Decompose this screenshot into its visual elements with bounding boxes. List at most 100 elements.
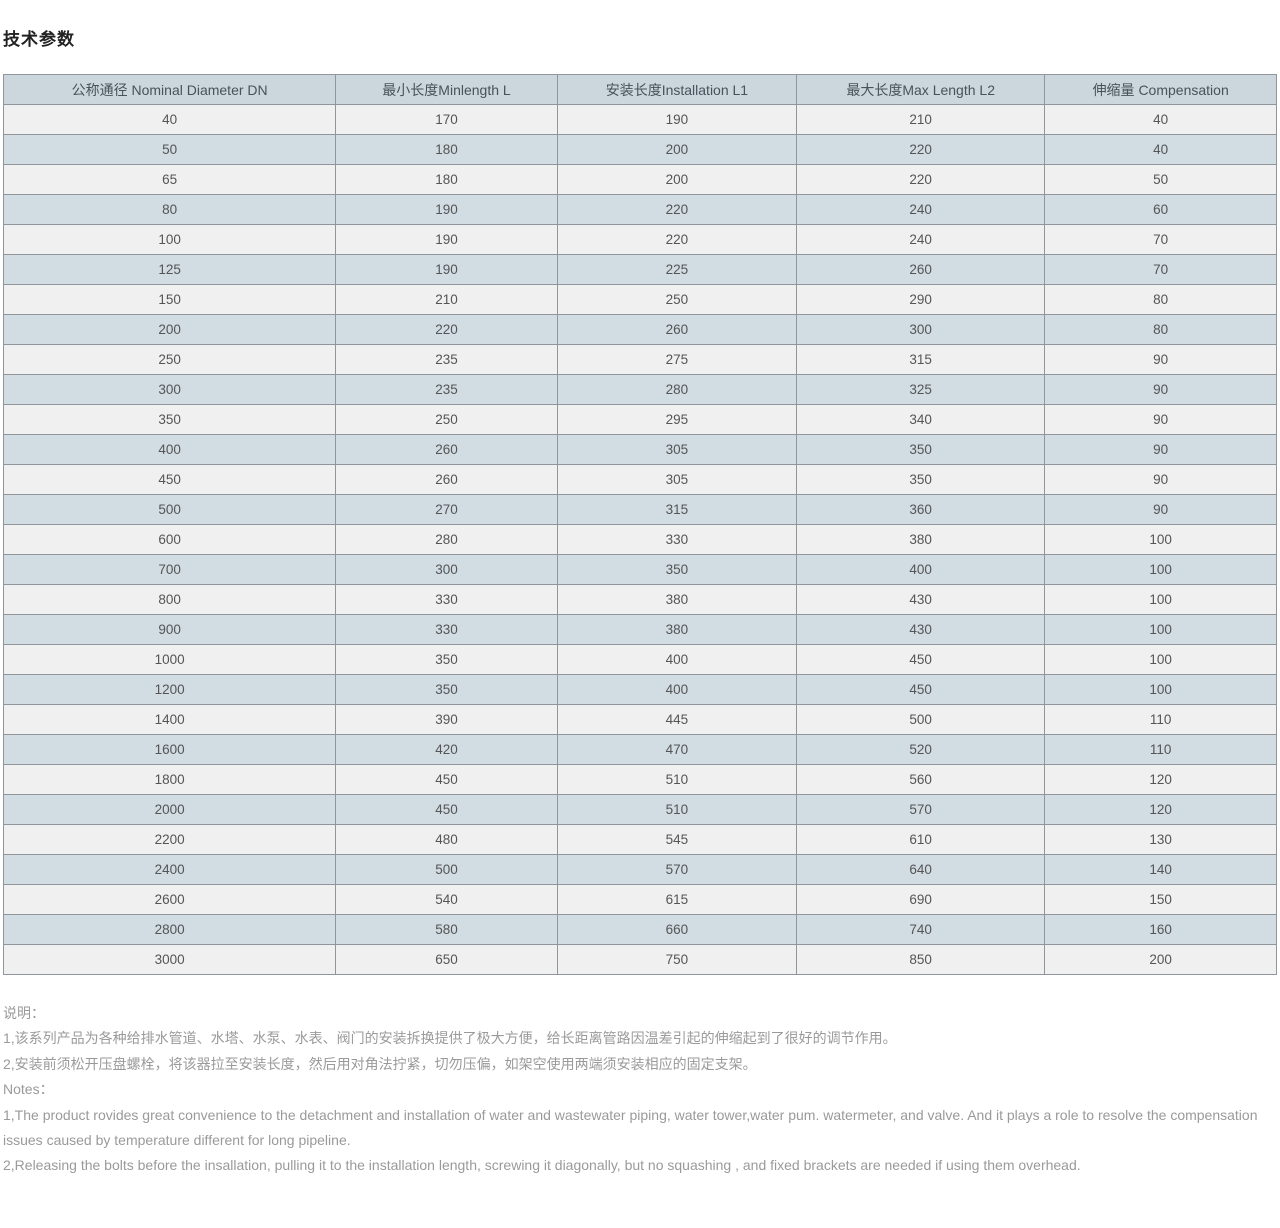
table-cell: 2400 [2, 854, 337, 885]
table-cell: 220 [796, 164, 1046, 195]
table-cell: 220 [556, 224, 798, 255]
table-cell: 615 [556, 884, 798, 915]
table-cell: 40 [1044, 134, 1277, 165]
table-cell: 1400 [2, 704, 337, 735]
table-cell: 1000 [2, 644, 337, 675]
table-cell: 290 [796, 284, 1046, 315]
table-cell: 110 [1044, 734, 1277, 765]
table-cell: 70 [1044, 224, 1277, 255]
table-cell: 580 [335, 914, 558, 945]
table-cell: 100 [1044, 554, 1277, 585]
table-cell: 510 [556, 794, 798, 825]
table-row: 1800 450 510 560 120 [2, 764, 1277, 795]
table-cell: 340 [796, 404, 1046, 435]
table-cell: 90 [1044, 374, 1277, 405]
table-cell: 280 [335, 524, 558, 555]
table-row: 100 190 220 240 70 [2, 224, 1277, 255]
table-cell: 360 [796, 494, 1046, 525]
table-cell: 200 [556, 134, 798, 165]
table-cell: 800 [2, 584, 337, 615]
table-cell: 90 [1044, 434, 1277, 465]
table-cell: 500 [335, 854, 558, 885]
table-cell: 250 [335, 404, 558, 435]
table-cell: 200 [1044, 944, 1277, 975]
table-cell: 350 [2, 404, 337, 435]
table-cell: 2000 [2, 794, 337, 825]
table-cell: 240 [796, 194, 1046, 225]
page: 技术参数 公称通径 Nominal Diameter DN 最小长度Minleng… [0, 25, 1280, 1179]
table-row: 900 330 380 430 100 [2, 614, 1277, 645]
table-row: 1400 390 445 500 110 [2, 704, 1277, 735]
table-cell: 240 [796, 224, 1046, 255]
table-cell: 350 [796, 464, 1046, 495]
table-cell: 250 [2, 344, 337, 375]
table-cell: 430 [796, 584, 1046, 615]
table-cell: 190 [556, 104, 798, 135]
table-cell: 40 [2, 104, 337, 135]
table-cell: 2800 [2, 914, 337, 945]
table-cell: 280 [556, 374, 798, 405]
table-cell: 450 [335, 764, 558, 795]
table-cell: 110 [1044, 704, 1277, 735]
table-row: 2800 580 660 740 160 [2, 914, 1277, 945]
column-header: 最大长度Max Length L2 [796, 74, 1046, 105]
table-cell: 850 [796, 944, 1046, 975]
table-cell: 50 [2, 134, 337, 165]
table-cell: 750 [556, 944, 798, 975]
table-cell: 450 [335, 794, 558, 825]
table-row: 2400 500 570 640 140 [2, 854, 1277, 885]
table-cell: 235 [335, 344, 558, 375]
table-row: 600 280 330 380 100 [2, 524, 1277, 555]
table-row: 150 210 250 290 80 [2, 284, 1277, 315]
table-cell: 430 [796, 614, 1046, 645]
table-cell: 210 [796, 104, 1046, 135]
table-cell: 325 [796, 374, 1046, 405]
table-cell: 450 [2, 464, 337, 495]
table-cell: 260 [335, 434, 558, 465]
table-cell: 125 [2, 254, 337, 285]
table-cell: 650 [335, 944, 558, 975]
table-cell: 445 [556, 704, 798, 735]
table-body: 40 170 190 210 40 50 180 200 220 40 65 180 200 220 50 8… [2, 104, 1277, 975]
table-row: 80 190 220 240 60 [2, 194, 1277, 225]
table-cell: 480 [335, 824, 558, 855]
table-cell: 660 [556, 914, 798, 945]
table-cell: 380 [796, 524, 1046, 555]
table-cell: 690 [796, 884, 1046, 915]
table-cell: 470 [556, 734, 798, 765]
table-cell: 120 [1044, 764, 1277, 795]
table-row: 2200 480 545 610 130 [2, 824, 1277, 855]
table-cell: 2200 [2, 824, 337, 855]
note-line: 2,安装前须松开压盘螺栓，将该器拉至安装长度，然后用对角法拧紧，切勿压偏，如架空… [3, 1055, 757, 1072]
table-cell: 190 [335, 194, 558, 225]
table-cell: 150 [1044, 884, 1277, 915]
table-cell: 350 [335, 644, 558, 675]
table-cell: 380 [556, 614, 798, 645]
table-cell: 200 [556, 164, 798, 195]
table-cell: 60 [1044, 194, 1277, 225]
table-cell: 390 [335, 704, 558, 735]
column-header: 伸缩量 Compensation [1044, 74, 1277, 105]
table-cell: 100 [2, 224, 337, 255]
table-cell: 305 [556, 434, 798, 465]
table-row: 125 190 225 260 70 [2, 254, 1277, 285]
note-line: 说明： [3, 1005, 45, 1021]
table-cell: 140 [1044, 854, 1277, 885]
table-row: 250 235 275 315 90 [2, 344, 1277, 375]
table-row: 800 330 380 430 100 [2, 584, 1277, 615]
table-row: 1600 420 470 520 110 [2, 734, 1277, 765]
table-cell: 90 [1044, 404, 1277, 435]
table-cell: 150 [2, 284, 337, 315]
table-cell: 90 [1044, 494, 1277, 525]
table-cell: 500 [796, 704, 1046, 735]
table-cell: 600 [2, 524, 337, 555]
table-row: 350 250 295 340 90 [2, 404, 1277, 435]
table-cell: 120 [1044, 794, 1277, 825]
table-cell: 305 [556, 464, 798, 495]
table-row: 1000 350 400 450 100 [2, 644, 1277, 675]
table-cell: 295 [556, 404, 798, 435]
table-cell: 2600 [2, 884, 337, 915]
note-line: 1,该系列产品为各种给排水管道、水塔、水泵、水表、阀门的安装拆换提供了极大方便，… [3, 1030, 897, 1047]
table-row: 2000 450 510 570 120 [2, 794, 1277, 825]
